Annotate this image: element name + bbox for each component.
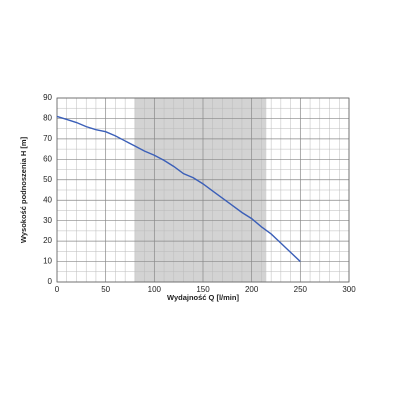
x-tick-label: 100 — [148, 285, 162, 294]
y-tick-label: 90 — [43, 93, 52, 102]
y-tick-label: 40 — [43, 195, 52, 204]
x-tick-label: 300 — [342, 285, 356, 294]
x-tick-label: 200 — [245, 285, 259, 294]
y-tick-label: 70 — [43, 134, 52, 143]
plot-frame — [56, 97, 350, 283]
x-axis-label: Wydajność Q [l/min] — [167, 293, 239, 302]
y-tick-label: 20 — [43, 236, 52, 245]
y-tick-label: 60 — [43, 154, 52, 163]
y-tick-label: 30 — [43, 216, 52, 225]
x-tick-label: 50 — [101, 285, 110, 294]
y-tick-label: 0 — [48, 277, 53, 286]
y-axis-label: Wysokość podnoszenia H [m] — [19, 136, 28, 243]
y-tick-label: 80 — [43, 114, 52, 123]
y-tick-label: 10 — [43, 257, 52, 266]
x-tick-label: 0 — [55, 285, 60, 294]
data-line — [56, 115, 301, 263]
x-tick-label: 150 — [196, 285, 210, 294]
y-tick-label: 50 — [43, 175, 52, 184]
x-tick-label: 250 — [294, 285, 308, 294]
